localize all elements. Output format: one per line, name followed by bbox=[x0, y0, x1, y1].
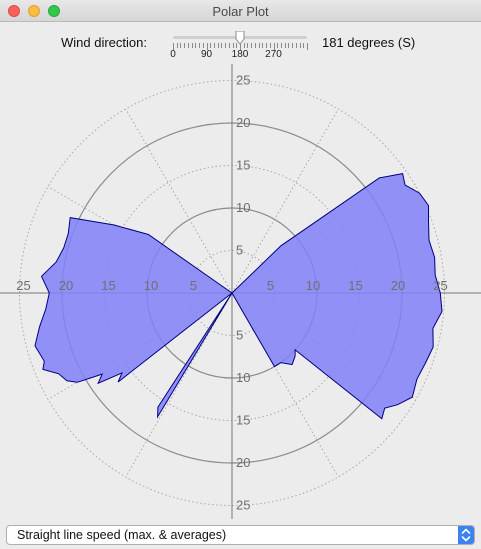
slider-tick bbox=[221, 43, 223, 48]
wind-direction-slider[interactable]: 0 90 180 270 bbox=[170, 30, 310, 62]
ring-label-top-15: 15 bbox=[236, 158, 250, 173]
tick-label-180: 180 bbox=[231, 49, 249, 60]
slider-tick bbox=[251, 43, 253, 48]
ring-label-right-10: 10 bbox=[306, 278, 320, 293]
slider-tick bbox=[254, 43, 256, 48]
slider-tick bbox=[213, 43, 215, 48]
spoke-30 bbox=[231, 108, 339, 294]
ring-label-top-20: 20 bbox=[236, 115, 250, 130]
slider-tick bbox=[195, 43, 197, 48]
ring-label-right-5: 5 bbox=[267, 278, 274, 293]
slider-tick bbox=[247, 43, 249, 48]
slider-tick bbox=[206, 43, 208, 50]
ring-label-bottom-5: 5 bbox=[236, 328, 243, 343]
slider-tick bbox=[202, 43, 204, 48]
slider-tick bbox=[173, 43, 174, 50]
ring-label-bottom-15: 15 bbox=[236, 413, 250, 428]
plot-type-select[interactable]: Straight line speed (max. & averages) bbox=[6, 525, 475, 545]
close-window-button[interactable] bbox=[8, 5, 20, 17]
spoke-150 bbox=[231, 292, 339, 478]
ring-label-left-10: 10 bbox=[144, 278, 158, 293]
slider-tick bbox=[284, 43, 286, 48]
slider-tick bbox=[292, 43, 294, 48]
slider-tick bbox=[236, 43, 238, 48]
spoke-210 bbox=[125, 292, 233, 478]
wind-direction-controls: Wind direction: 0 90 180 270 181 degrees… bbox=[0, 24, 481, 64]
slider-tick bbox=[243, 43, 245, 48]
slider-tick bbox=[187, 43, 189, 48]
minimize-window-button[interactable] bbox=[28, 5, 40, 17]
title-bar: Polar Plot bbox=[0, 0, 481, 22]
ring-label-top-25: 25 bbox=[236, 73, 250, 88]
polar-plot-area: 5 5 5 5 10 10 10 10 15 15 15 15 20 20 20 20 25 25 25 25 bbox=[0, 64, 481, 519]
ring-label-left-15: 15 bbox=[101, 278, 115, 293]
slider-tick bbox=[199, 43, 201, 48]
ring-label-right-25: 25 bbox=[433, 278, 447, 293]
slider-tick bbox=[184, 43, 186, 48]
slider-tick bbox=[269, 43, 271, 48]
zoom-window-button[interactable] bbox=[48, 5, 60, 17]
slider-tick bbox=[258, 43, 260, 48]
tick-label-0: 0 bbox=[170, 49, 176, 60]
ring-label-left-5: 5 bbox=[190, 278, 197, 293]
slider-ticks bbox=[173, 43, 308, 50]
wind-direction-label: Wind direction: bbox=[61, 35, 147, 50]
ring-label-bottom-10: 10 bbox=[236, 370, 250, 385]
ring-label-top-10: 10 bbox=[236, 200, 250, 215]
wind-direction-readout: 181 degrees (S) bbox=[322, 35, 416, 50]
slider-tick bbox=[217, 43, 219, 48]
tick-label-90: 90 bbox=[200, 49, 213, 60]
slider-tick bbox=[176, 43, 178, 48]
spoke-330 bbox=[125, 108, 233, 294]
ring-label-right-15: 15 bbox=[348, 278, 362, 293]
slider-tick bbox=[180, 43, 182, 48]
slider-tick bbox=[277, 43, 279, 48]
tick-label-270: 270 bbox=[265, 49, 282, 60]
spoke-300 bbox=[47, 186, 233, 294]
slider-tick bbox=[240, 43, 241, 50]
slider-tick bbox=[288, 43, 290, 48]
ring-label-left-25: 25 bbox=[16, 278, 30, 293]
slider-tick bbox=[232, 43, 234, 48]
slider-tick bbox=[299, 43, 301, 48]
ring-label-right-20: 20 bbox=[391, 278, 405, 293]
slider-tick bbox=[307, 43, 308, 50]
window-title: Polar Plot bbox=[212, 4, 269, 19]
slider-tick bbox=[266, 43, 268, 48]
plot-type-selected: Straight line speed (max. & averages) bbox=[17, 528, 227, 542]
chevron-updown-icon bbox=[458, 526, 474, 544]
slider-tick bbox=[191, 43, 193, 48]
slider-tick bbox=[225, 43, 227, 48]
slider-tick bbox=[228, 43, 230, 48]
slider-tick bbox=[273, 43, 275, 50]
ring-label-top-5: 5 bbox=[236, 243, 243, 258]
slider-tick bbox=[295, 43, 297, 48]
slider-tick bbox=[210, 43, 212, 48]
slider-thumb[interactable] bbox=[235, 31, 245, 45]
ring-label-bottom-25: 25 bbox=[236, 498, 250, 513]
polar-chart: 5 5 5 5 10 10 10 10 15 15 15 15 20 20 20 20 25 25 25 25 bbox=[0, 64, 481, 519]
ring-label-left-20: 20 bbox=[59, 278, 73, 293]
max-speed-area bbox=[34, 173, 443, 420]
ring-label-bottom-20: 20 bbox=[236, 455, 250, 470]
slider-tick bbox=[280, 43, 282, 48]
slider-tick bbox=[303, 43, 305, 48]
slider-tick bbox=[262, 43, 264, 48]
